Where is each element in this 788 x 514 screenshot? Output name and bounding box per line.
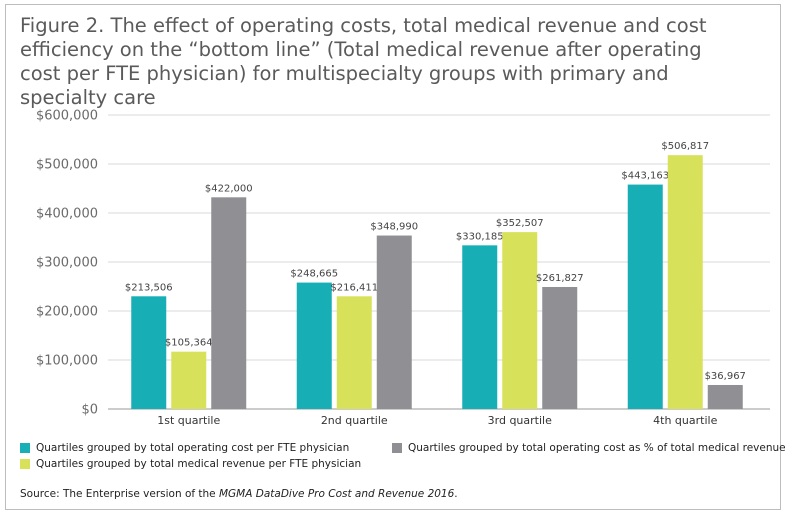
bar-value-label: $422,000 bbox=[205, 183, 253, 194]
bar-lime bbox=[171, 351, 207, 409]
legend-swatch-lime bbox=[20, 459, 30, 469]
legend-label: Quartiles grouped by total operating cos… bbox=[408, 442, 786, 454]
y-tick-label: $600,000 bbox=[36, 109, 98, 124]
bar-value-label: $261,827 bbox=[536, 273, 584, 284]
bar-gray bbox=[376, 235, 412, 409]
y-tick-label: $500,000 bbox=[36, 158, 98, 173]
x-tick-label: 3rd quartile bbox=[488, 414, 552, 427]
bar-lime bbox=[667, 155, 703, 409]
bar-gray bbox=[211, 197, 247, 409]
source-note: Source: The Enterprise version of the MG… bbox=[20, 488, 458, 500]
bar-value-label: $248,665 bbox=[290, 269, 338, 280]
y-tick-label: $400,000 bbox=[36, 207, 98, 222]
y-tick-label: $300,000 bbox=[36, 256, 98, 271]
bar-gray bbox=[707, 384, 743, 409]
legend-item-medical-revenue: Quartiles grouped by total medical reven… bbox=[20, 458, 361, 470]
bar-teal bbox=[462, 245, 498, 409]
legend-swatch-gray bbox=[392, 443, 402, 453]
bar-value-label: $506,817 bbox=[661, 141, 709, 152]
bar-value-label: $213,506 bbox=[125, 282, 173, 293]
legend-swatch-teal bbox=[20, 443, 30, 453]
bar-value-label: $216,411 bbox=[330, 282, 378, 293]
bar-value-label: $36,967 bbox=[705, 371, 746, 382]
y-tick-label: $100,000 bbox=[36, 354, 98, 369]
bar-value-label: $443,163 bbox=[621, 171, 669, 182]
legend-label: Quartiles grouped by total operating cos… bbox=[36, 442, 350, 454]
bar-teal bbox=[296, 282, 332, 409]
bar-teal bbox=[627, 184, 663, 409]
bar-gray bbox=[542, 286, 578, 409]
x-tick-label: 1st quartile bbox=[157, 414, 220, 427]
bar-value-label: $330,185 bbox=[456, 231, 504, 242]
bar-value-label: $352,507 bbox=[496, 218, 544, 229]
bar-chart: $0 $100,000 $200,000 $300,000 $400,000 $500,0… bbox=[36, 109, 770, 427]
bar-lime bbox=[502, 232, 538, 409]
bar-value-label: $348,990 bbox=[370, 222, 418, 233]
source-prefix: Source: The Enterprise version of the bbox=[20, 488, 219, 500]
bar-value-label: $105,364 bbox=[165, 338, 213, 349]
source-publication: MGMA DataDive Pro Cost and Revenue 2016 bbox=[218, 488, 455, 500]
chart-title: Figure 2. The effect of operating costs,… bbox=[20, 14, 707, 109]
source-suffix: . bbox=[454, 488, 458, 500]
x-tick-label: 2nd quartile bbox=[321, 414, 388, 427]
legend-label: Quartiles grouped by total medical reven… bbox=[36, 458, 362, 470]
legend-item-cost-percent: Quartiles grouped by total operating cos… bbox=[392, 442, 786, 454]
y-tick-label: $200,000 bbox=[36, 305, 98, 320]
bar-teal bbox=[131, 296, 167, 409]
legend-item-operating-cost: Quartiles grouped by total operating cos… bbox=[20, 442, 349, 454]
bar-lime bbox=[336, 296, 372, 409]
y-tick-label: $0 bbox=[81, 403, 98, 418]
x-tick-label: 4th quartile bbox=[653, 414, 717, 427]
